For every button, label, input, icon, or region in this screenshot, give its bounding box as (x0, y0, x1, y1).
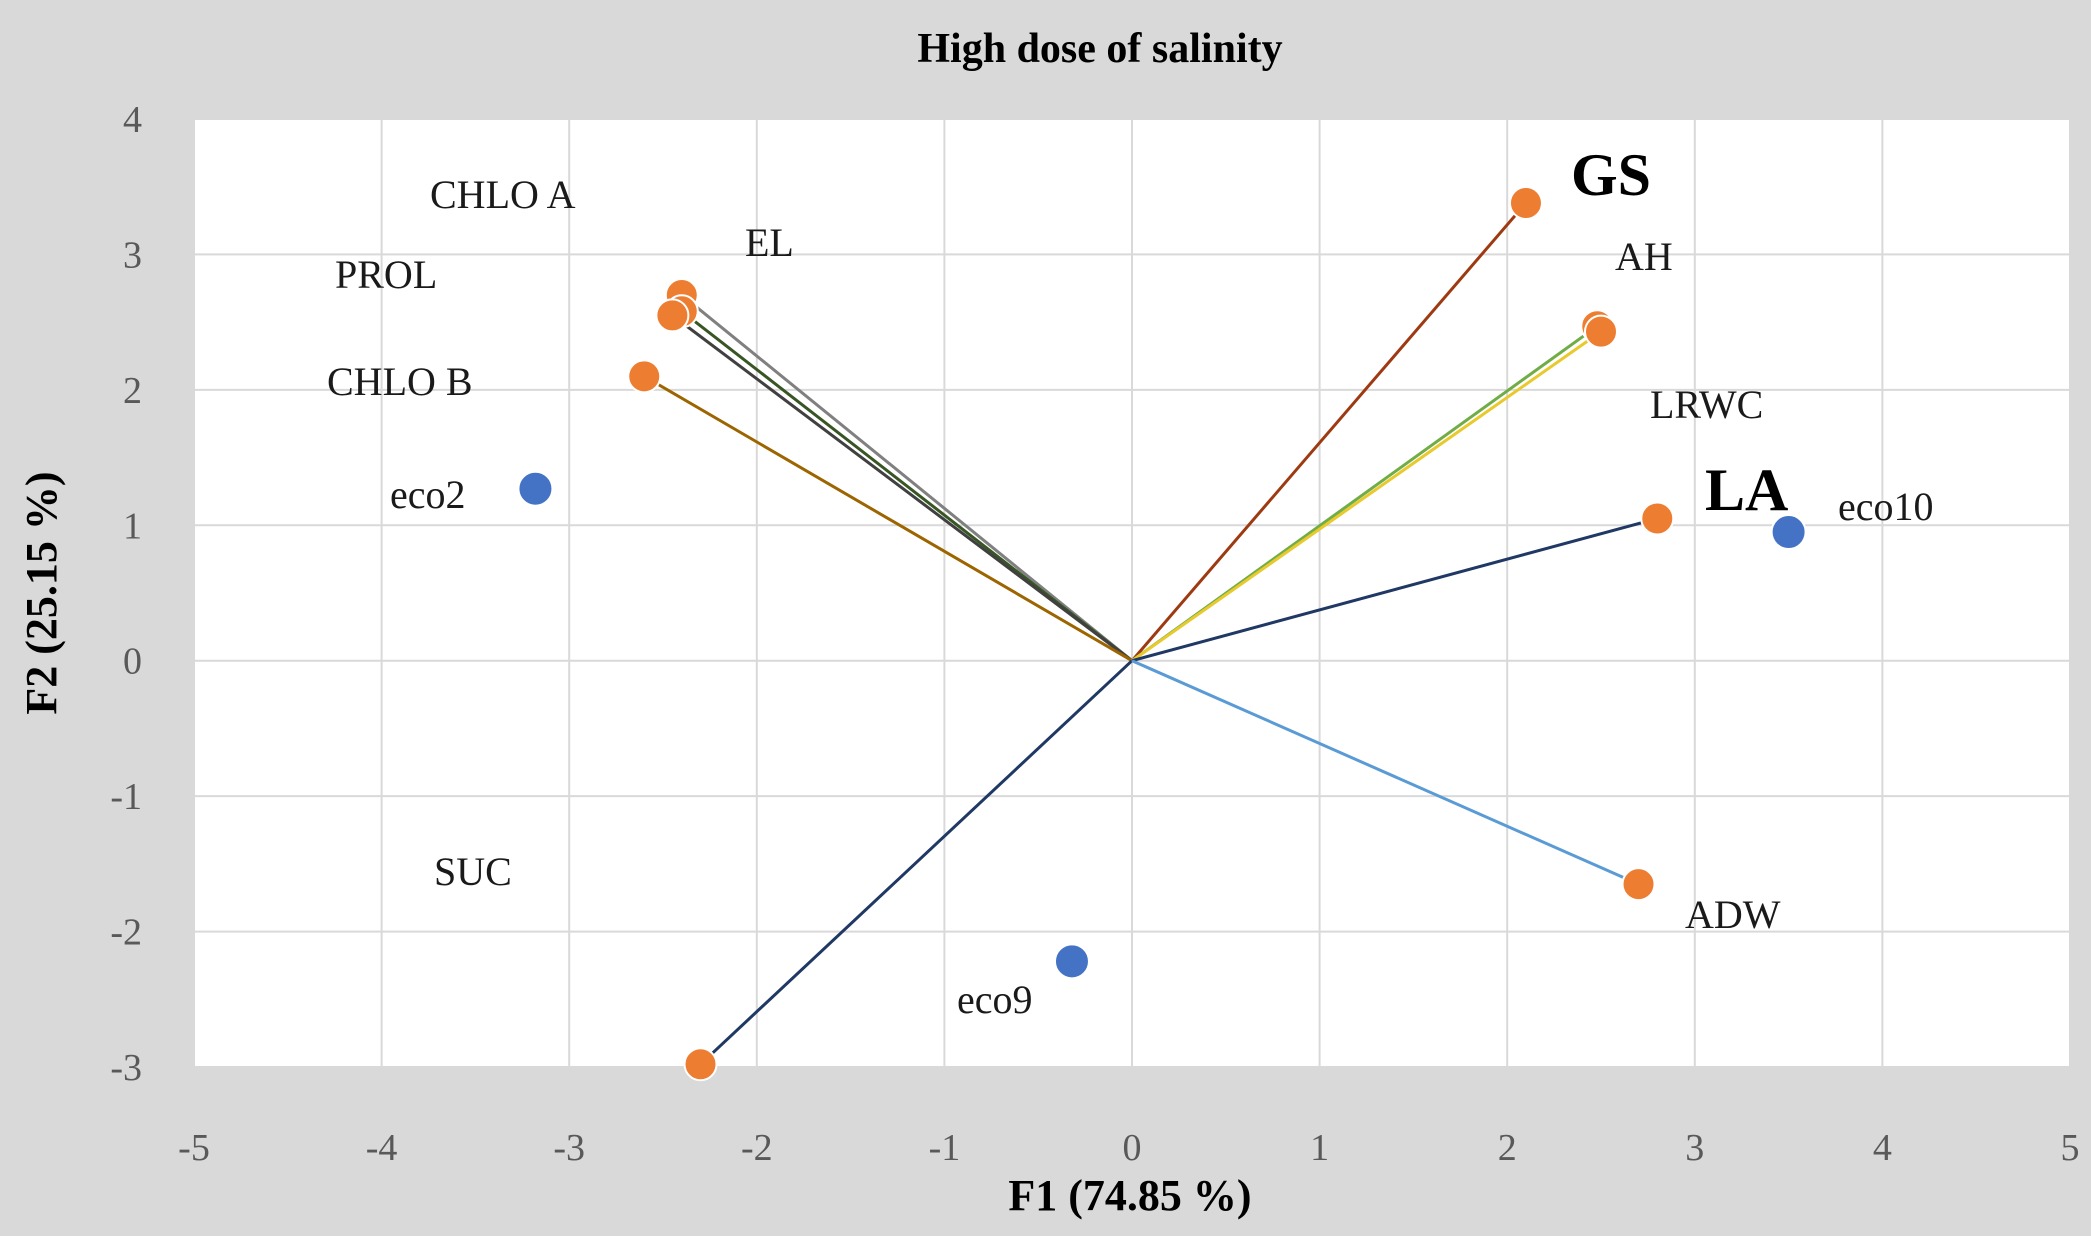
observation-label-eco2: eco2 (390, 472, 466, 517)
variable-label-suc: SUC (434, 849, 512, 894)
variable-point-chlo-b (627, 359, 662, 394)
grid (193, 118, 2071, 1068)
y-tick-label: 1 (123, 505, 142, 547)
vector-chlo-b (643, 375, 1133, 663)
x-tick-label: 4 (1873, 1127, 1892, 1169)
vector-adw (1131, 659, 1640, 886)
points (517, 185, 1807, 1082)
variable-label-la: LA (1705, 457, 1788, 523)
observation-label-eco10: eco10 (1838, 484, 1934, 529)
observation-point-eco2 (517, 470, 554, 507)
variable-point-adw (1621, 867, 1656, 902)
x-tick-label: -5 (178, 1127, 210, 1169)
variable-label-ah: AH (1615, 234, 1673, 279)
x-tick-label: 2 (1498, 1127, 1517, 1169)
observation-point-eco9 (1053, 943, 1090, 980)
variable-point-la (1640, 501, 1675, 536)
y-axis-ticks: 4 3 2 1 0 -1 -2 -3 (110, 99, 142, 1089)
x-tick-label: -2 (741, 1127, 773, 1169)
x-tick-label: -1 (929, 1127, 961, 1169)
variable-label-el: EL (745, 220, 794, 265)
variable-point-gs (1508, 185, 1543, 220)
x-tick-label: -4 (366, 1127, 398, 1169)
y-axis-title: F2 (25.15 %) (17, 471, 66, 714)
y-tick-label: 2 (123, 370, 142, 412)
observation-point-eco10 (1770, 514, 1807, 551)
variable-point-lrwc (1584, 314, 1618, 349)
variable-label-adw: ADW (1685, 892, 1781, 937)
y-tick-label: 3 (123, 234, 142, 276)
x-axis-ticks: -5 -4 -3 -2 -1 0 1 2 3 4 5 (178, 1127, 2079, 1169)
y-tick-label: -3 (110, 1047, 142, 1089)
vector-lrwc (1131, 330, 1602, 662)
variable-label-chlo-a: CHLO A (430, 172, 576, 217)
y-tick-label: -1 (110, 776, 142, 818)
x-tick-label: 3 (1685, 1127, 1704, 1169)
point-labels: CHLO A EL PROL CHLO B SUC GS AH LRWC LA ADW eco2 ec… (327, 142, 1934, 1022)
variable-label-lrwc: LRWC (1650, 382, 1763, 427)
variable-point-prol (655, 298, 690, 333)
observation-label-eco9: eco9 (957, 977, 1033, 1022)
vector-gs (1130, 201, 1528, 662)
variable-label-gs: GS (1571, 142, 1651, 208)
x-tick-label: 5 (2061, 1127, 2080, 1169)
chart-title: High dose of salinity (917, 26, 1282, 72)
variable-label-chlo-b: CHLO B (327, 359, 473, 404)
vector-chlo-a (680, 293, 1133, 662)
vector-suc (699, 659, 1134, 1066)
x-tick-label: 0 (1123, 1127, 1142, 1169)
vector-la (1131, 517, 1658, 663)
variable-label-prol: PROL (335, 252, 437, 297)
variable-vectors (643, 201, 1658, 1066)
x-tick-label: 1 (1310, 1127, 1329, 1169)
vector-prol (671, 314, 1133, 662)
y-tick-label: 0 (123, 641, 142, 683)
variable-point-suc (683, 1047, 718, 1082)
y-tick-label: 4 (123, 99, 142, 141)
y-tick-label: -2 (110, 912, 142, 954)
x-tick-label: -3 (553, 1127, 585, 1169)
x-axis-title: F1 (74.85 %) (1008, 1171, 1251, 1220)
